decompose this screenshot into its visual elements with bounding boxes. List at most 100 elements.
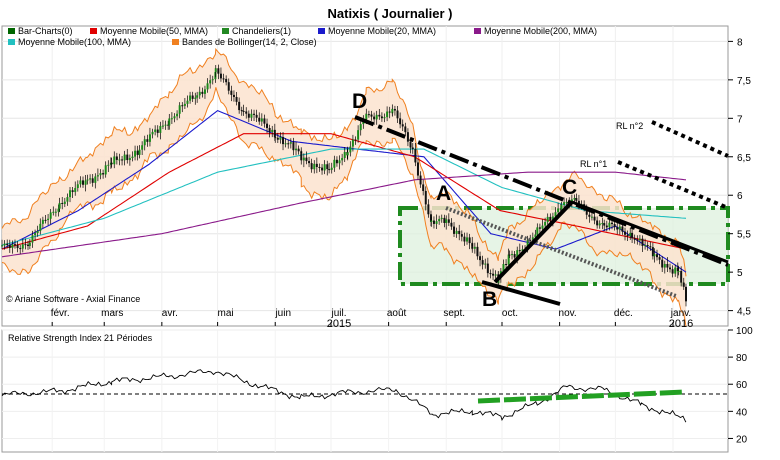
legend-label: Bar-Charts(0): [18, 26, 73, 36]
candle-body: [113, 156, 116, 165]
candle-body: [1, 245, 3, 247]
annotation-d: D: [352, 90, 367, 113]
candle-body: [383, 117, 386, 119]
candle-body: [189, 95, 192, 101]
trendline-a: [445, 206, 677, 298]
candle-body: [608, 222, 611, 228]
legend-item: Chandeliers(1): [222, 26, 291, 36]
rsi-tick-label: 80: [736, 353, 748, 364]
candle-body: [409, 141, 412, 148]
candle-body: [39, 223, 42, 232]
candle-body: [370, 114, 373, 117]
legend-swatch: [8, 28, 15, 34]
candle-body: [260, 118, 263, 122]
candle-body: [560, 205, 563, 210]
candle-body: [167, 124, 170, 126]
candle-body: [565, 202, 568, 204]
candle-body: [263, 118, 266, 124]
candle-body: [245, 111, 248, 114]
candle-body: [118, 159, 121, 161]
date-tick-label: août: [387, 308, 407, 319]
candle-body: [136, 150, 139, 155]
candle-body: [176, 113, 179, 117]
candle-body: [247, 113, 250, 118]
candle-body: [663, 263, 666, 268]
candle-body: [310, 163, 313, 170]
candle-body: [287, 143, 290, 145]
candle-body: [305, 157, 308, 162]
date-tick-label: mars: [101, 308, 123, 319]
candle-body: [258, 117, 261, 122]
candle-body: [401, 124, 404, 127]
candle-body: [321, 167, 324, 171]
candle-body: [585, 207, 588, 215]
candle-body: [161, 125, 164, 127]
candle-body: [297, 148, 300, 152]
rsi-grid: [2, 329, 728, 452]
trendline-d: [354, 115, 729, 267]
candle-body: [86, 179, 89, 181]
candle-body: [41, 219, 44, 224]
candle-body: [380, 116, 383, 119]
trendline-bc: [493, 200, 574, 284]
candle-body: [8, 245, 11, 249]
candle-body: [450, 222, 453, 227]
candle-body: [422, 184, 425, 191]
legend-item: Bar-Charts(0): [8, 26, 73, 36]
candle-body: [196, 95, 199, 98]
candle-body: [489, 273, 492, 275]
candle-body: [94, 176, 97, 183]
candle-body: [531, 237, 534, 241]
candle-body: [191, 95, 194, 99]
candle-body: [69, 190, 72, 198]
candle-body: [669, 267, 672, 270]
rsi-tick-label: 40: [736, 407, 748, 418]
moving-average-line: [1, 109, 687, 273]
candle-body: [404, 126, 407, 133]
candle-body: [596, 220, 599, 226]
candle-body: [343, 151, 346, 158]
candle-body: [330, 167, 333, 170]
candle-body: [63, 201, 66, 204]
candle-body: [453, 226, 456, 234]
candle-body: [282, 137, 285, 145]
candle-body: [492, 273, 495, 276]
candle-body: [373, 116, 376, 120]
candle-body: [110, 162, 113, 165]
candle-body: [308, 161, 311, 164]
rsi-tick-label: 100: [736, 326, 753, 337]
date-tick-label: juil.: [330, 308, 346, 319]
candle-body: [141, 145, 144, 150]
candle-body: [541, 225, 544, 229]
copyright-text: © Ariane Software - Axial Finance: [6, 294, 140, 304]
candle-body: [575, 198, 578, 201]
legend-swatch: [318, 28, 325, 34]
candle-body: [658, 257, 661, 260]
legend-item: Moyenne Mobile(50, MMA): [90, 26, 208, 36]
candle-body: [613, 224, 616, 228]
legend-swatch: [222, 28, 229, 34]
candle-body: [151, 131, 154, 135]
candle-body: [505, 264, 508, 266]
candle-body: [468, 237, 471, 244]
price-tick-label: 7,5: [737, 76, 751, 87]
candle-body: [328, 169, 331, 171]
legend-item: Moyenne Mobile(20, MMA): [318, 26, 436, 36]
candle-body: [194, 97, 197, 99]
candle-body: [484, 263, 487, 265]
date-tick-label: nov.: [559, 308, 577, 319]
candle-body: [250, 113, 253, 118]
candle-body: [11, 244, 14, 249]
candle-body: [240, 110, 243, 112]
date-tick-label: juin: [274, 308, 291, 319]
candle-body: [242, 110, 245, 112]
bollinger-lower-band: [1, 87, 687, 327]
candle-body: [424, 190, 427, 205]
candle-body: [629, 232, 632, 237]
legend-label: Moyenne Mobile(200, MMA): [484, 26, 597, 36]
candle-body: [463, 236, 466, 242]
candle-body: [143, 139, 146, 146]
candle-body: [646, 245, 649, 247]
